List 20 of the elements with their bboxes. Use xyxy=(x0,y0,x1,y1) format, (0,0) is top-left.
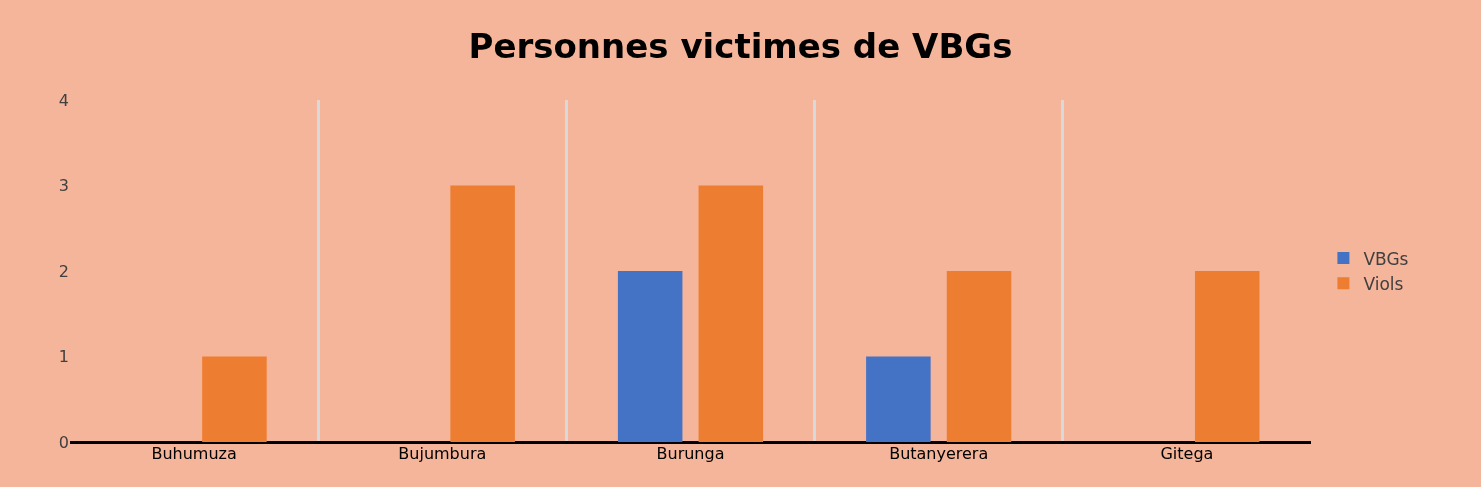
bar xyxy=(866,356,931,442)
y-tick-label: 4 xyxy=(58,90,69,110)
y-tick-label: 2 xyxy=(58,261,69,281)
bar xyxy=(450,185,515,442)
bar xyxy=(1194,271,1260,442)
legend-label: Viols xyxy=(1363,273,1404,294)
x-tick-label: Gitega xyxy=(1160,444,1214,463)
bar xyxy=(946,271,1012,442)
x-tick-label: Burunga xyxy=(656,444,725,463)
y-tick-label: 1 xyxy=(58,347,69,367)
y-tick-label: 0 xyxy=(58,432,69,452)
chart-title: Personnes victimes de VBGs xyxy=(468,25,1013,66)
x-tick-label: Butanyerera xyxy=(889,444,989,463)
x-tick-label: Bujumbura xyxy=(398,444,487,463)
legend-label: VBGs xyxy=(1363,248,1409,269)
bar xyxy=(698,185,764,442)
x-tick-label: Buhumuza xyxy=(151,444,237,463)
bar xyxy=(202,356,267,442)
bar xyxy=(617,271,683,442)
y-tick-label: 3 xyxy=(58,176,69,196)
